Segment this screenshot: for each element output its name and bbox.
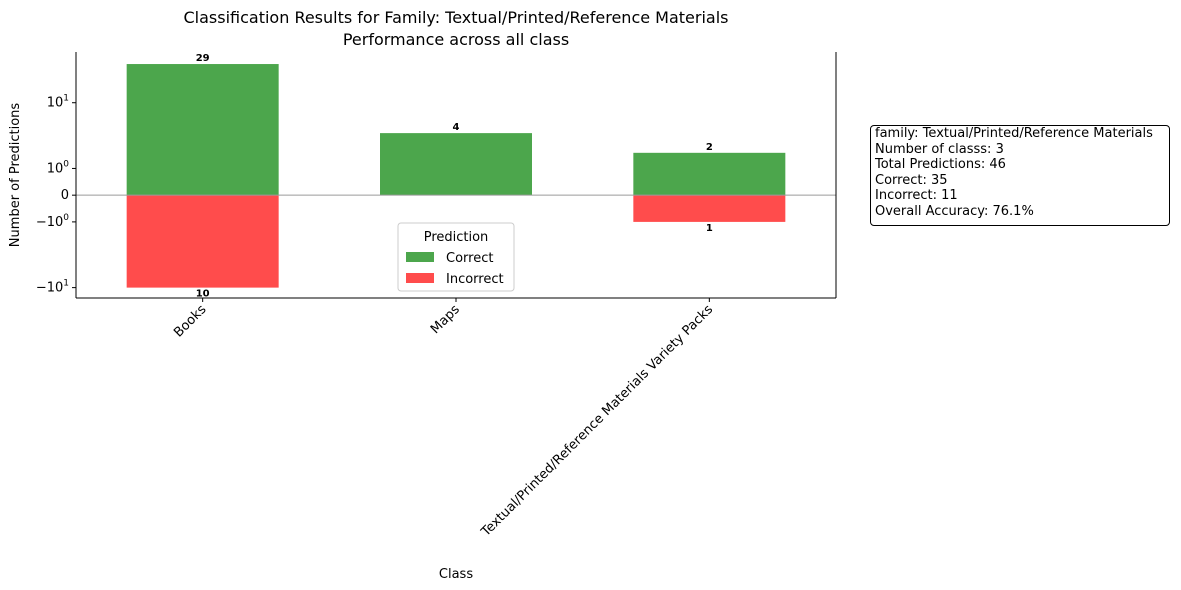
- chart-subtitle: Performance across all class: [343, 30, 569, 49]
- stats-accuracy: Overall Accuracy: 76.1%: [875, 203, 1034, 219]
- y-tick-label: 100: [47, 159, 70, 176]
- y-tick-label: −101: [36, 279, 69, 296]
- x-axis-ticks: Books Maps Textual/Printed/Reference Mater…: [171, 298, 716, 540]
- legend: Prediction Correct Incorrect: [397, 222, 515, 292]
- stats-family: family: Textual/Printed/Reference Materi…: [875, 126, 1153, 141]
- y-tick-label: 101: [47, 94, 69, 111]
- data-label-correct: 29: [196, 53, 210, 64]
- data-label-correct: 4: [453, 122, 460, 133]
- y-axis-label: Number of Predictions: [8, 103, 23, 248]
- summary-stats-box: family: Textual/Printed/Reference Materi…: [870, 125, 1170, 226]
- bars-layer: [126, 64, 786, 288]
- legend-swatch-incorrect: [406, 273, 434, 283]
- y-axis-ticks: 101 100 0 −100 −101: [36, 94, 76, 296]
- y-tick-label: 0: [61, 188, 69, 203]
- data-labels: 29 10 4 2 1: [196, 53, 713, 300]
- x-axis-label: Class: [439, 567, 473, 582]
- x-tick-label: Maps: [428, 302, 463, 337]
- data-label-incorrect: 10: [196, 289, 210, 300]
- chart-title: Classification Results for Family: Textu…: [183, 8, 728, 27]
- legend-swatch-correct: [406, 252, 434, 262]
- bar-incorrect: [126, 195, 279, 288]
- bar-incorrect: [633, 195, 786, 222]
- data-label-correct: 2: [706, 142, 713, 153]
- stats-class-count: Number of classs: 3: [875, 141, 1004, 157]
- stats-incorrect: Incorrect: 11: [875, 188, 958, 203]
- stats-correct: Correct: 35: [875, 172, 948, 188]
- y-tick-label: −100: [36, 213, 69, 230]
- bar-correct: [633, 152, 786, 196]
- stats-total: Total Predictions: 46: [875, 157, 1006, 172]
- legend-label-correct: Correct: [446, 251, 493, 266]
- legend-title: Prediction: [424, 230, 489, 245]
- bar-correct: [126, 64, 279, 196]
- x-tick-label: Textual/Printed/Reference Materials Vari…: [478, 302, 716, 540]
- data-label-incorrect: 1: [706, 223, 713, 234]
- legend-label-incorrect: Incorrect: [446, 272, 504, 287]
- bar-correct: [380, 133, 532, 196]
- x-tick-label: Books: [171, 302, 209, 340]
